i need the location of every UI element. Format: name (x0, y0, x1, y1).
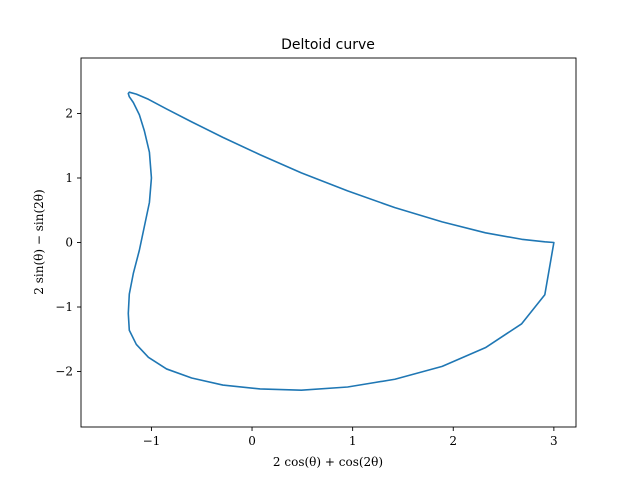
x-tick-label: 0 (248, 434, 256, 448)
y-tick-label: 2 (65, 106, 73, 120)
x-tick-label: 1 (349, 434, 357, 448)
x-axis-label: 2 cos(θ) + cos(2θ) (273, 455, 383, 469)
plot-area: −1 0 1 2 3 −2 −1 0 1 2 (55, 57, 577, 448)
x-tick-label: 3 (550, 434, 558, 448)
x-tick-label: −1 (143, 434, 161, 448)
y-axis-label: 2 sin(θ) − sin(2θ) (32, 189, 46, 294)
x-tick-label: 2 (449, 434, 457, 448)
chart-title: Deltoid curve (281, 37, 375, 53)
y-tick-label: 1 (65, 171, 73, 185)
y-tick-label: −2 (55, 365, 73, 379)
series-line-0 (127, 91, 555, 392)
y-tick-label: 0 (65, 236, 73, 250)
y-tick-label: −1 (55, 300, 73, 314)
